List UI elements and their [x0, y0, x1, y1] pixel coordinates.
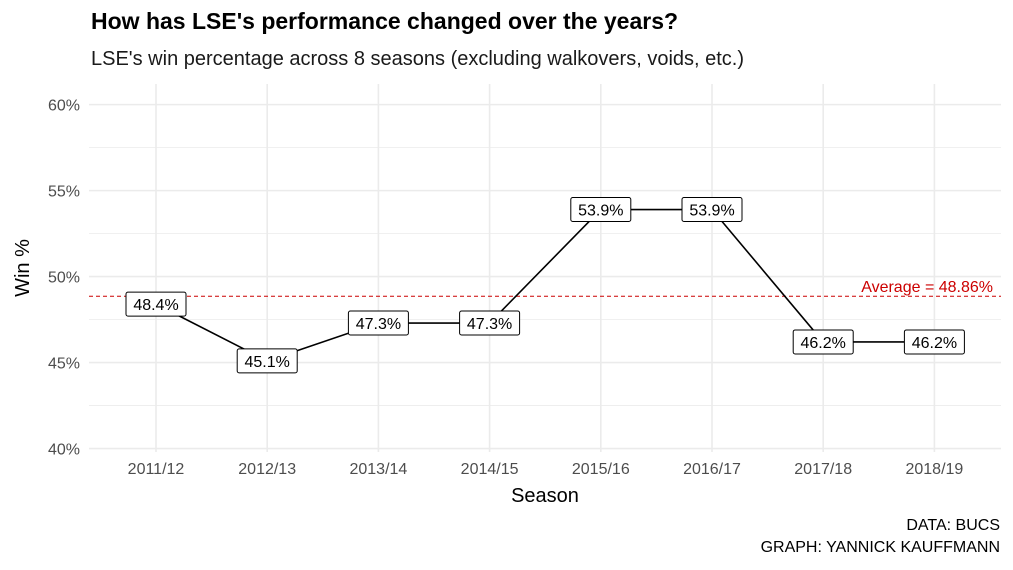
data-label: 46.2% [792, 329, 854, 355]
x-tick-label: 2012/13 [238, 461, 296, 478]
data-label-box [125, 291, 187, 317]
data-label-text: 48.4% [133, 297, 178, 314]
major-grid [89, 84, 1001, 452]
y-tick-label: 60% [48, 98, 80, 115]
data-label-box [792, 329, 854, 355]
data-label: 47.3% [459, 310, 521, 336]
y-tick-label: 45% [48, 356, 80, 373]
x-tick-label: 2017/18 [794, 461, 852, 478]
data-label-text: 47.3% [356, 316, 401, 333]
y-tick-label: 40% [48, 442, 80, 459]
caption-data-source: DATA: BUCS [906, 517, 1000, 534]
average-label: Average = 48.86% [861, 279, 993, 296]
x-tick-label: 2015/16 [572, 461, 630, 478]
data-label-text: 46.2% [801, 335, 846, 352]
data-label: 53.9% [570, 197, 632, 223]
data-label-box [903, 329, 965, 355]
data-label-text: 45.1% [245, 354, 290, 371]
data-label: 46.2% [903, 329, 965, 355]
data-label: 48.4% [125, 291, 187, 317]
x-axis-title: Season [511, 485, 579, 507]
data-labels: 48.4% 45.1% 47.3% 47.3% 53.9% 53.9% 46.2% 46.2% [125, 197, 965, 374]
data-label-box [681, 197, 743, 223]
y-tick-label: 55% [48, 184, 80, 201]
data-label-text: 53.9% [689, 203, 734, 220]
data-label-text: 46.2% [912, 335, 957, 352]
chart-title: How has LSE's performance changed over t… [91, 8, 679, 34]
data-label-box [459, 310, 521, 336]
minor-grid [89, 147, 1001, 406]
y-tick-label: 50% [48, 270, 80, 287]
x-tick-label: 2016/17 [683, 461, 741, 478]
data-label-box [570, 197, 632, 223]
data-label: 47.3% [347, 310, 409, 336]
y-axis-title: Win % [12, 239, 34, 297]
data-label-box [236, 348, 298, 374]
data-label-text: 53.9% [578, 203, 623, 220]
data-label-box [347, 310, 409, 336]
x-tick-label: 2013/14 [349, 461, 407, 478]
x-tick-label: 2011/12 [128, 461, 185, 478]
data-label: 45.1% [236, 348, 298, 374]
x-tick-label: 2018/19 [905, 461, 963, 478]
data-label: 53.9% [681, 197, 743, 223]
data-label-text: 47.3% [467, 316, 512, 333]
chart-subtitle: LSE's win percentage across 8 seasons (e… [91, 48, 745, 70]
x-tick-label: 2014/15 [461, 461, 519, 478]
caption-graph-author: GRAPH: YANNICK KAUFFMANN [760, 539, 1000, 556]
x-axis-ticks: 2011/12 2012/13 2013/14 2014/15 2015/16 2016/… [128, 461, 964, 478]
y-axis-ticks: 40% 45% 50% 55% 60% [48, 98, 80, 459]
